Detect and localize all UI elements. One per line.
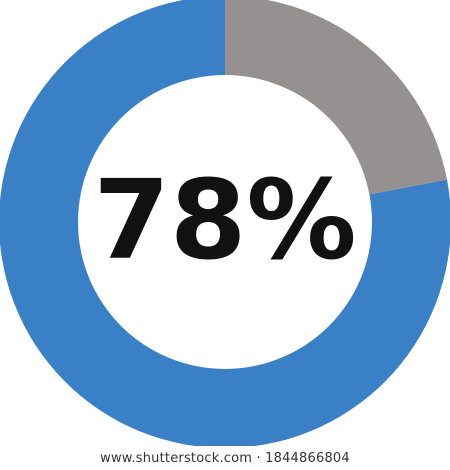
watermark-text: www.shutterstock.com · 1844866804 (100, 451, 350, 466)
center-percentage-label: 78% (93, 156, 356, 284)
watermark-bar: www.shutterstock.com · 1844866804 (0, 446, 450, 470)
